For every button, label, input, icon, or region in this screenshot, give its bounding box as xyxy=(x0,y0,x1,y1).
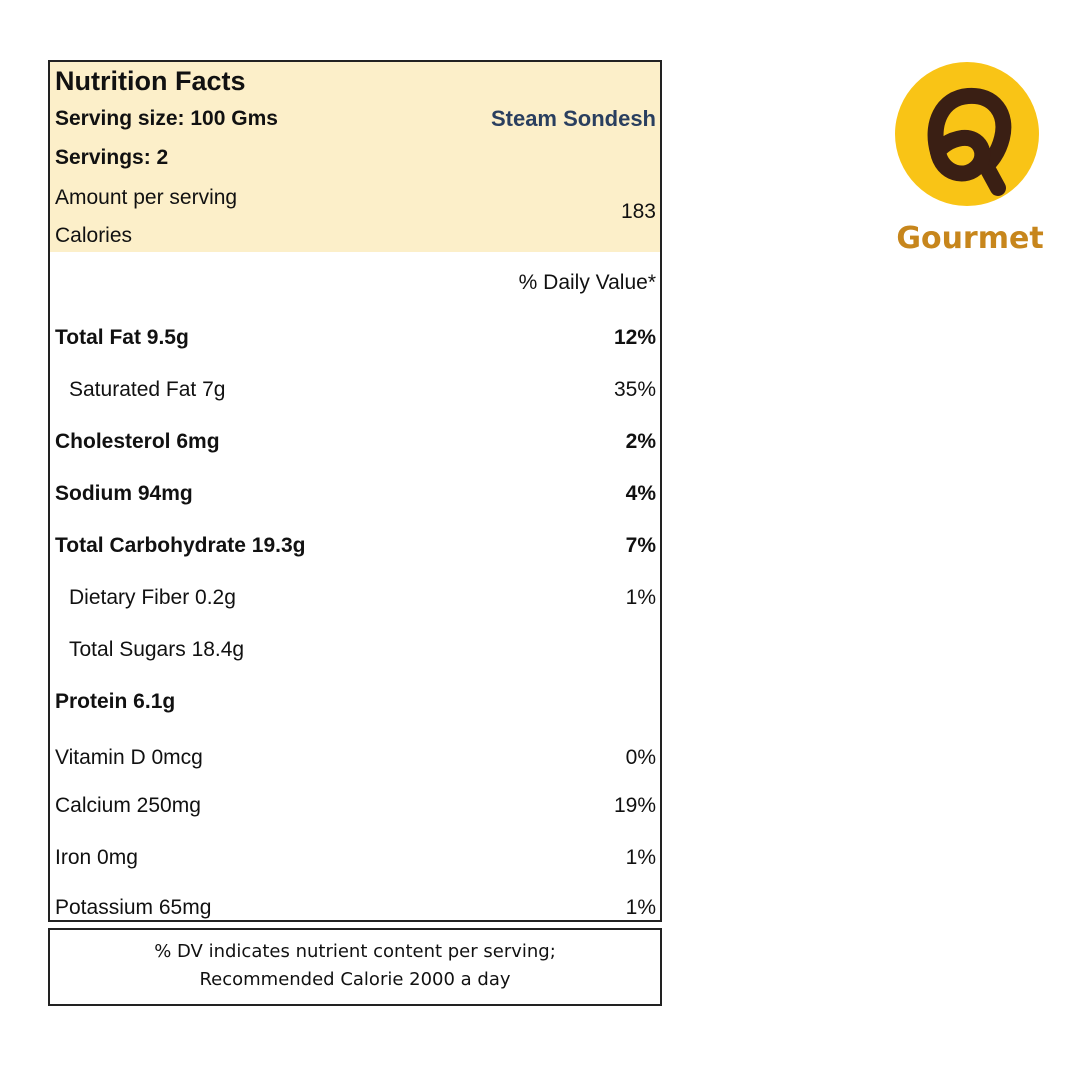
nutrient-row: Sodium 94mg 4% xyxy=(55,482,656,506)
nutrient-name: Total Fat 9.5g xyxy=(55,326,189,349)
logo-mark xyxy=(927,87,1012,196)
amount-per-serving-row: Amount per serving xyxy=(55,186,656,210)
footnote-line-1: % DV indicates nutrient content per serv… xyxy=(154,941,556,962)
nutrient-name: Protein 6.1g xyxy=(55,690,176,713)
nutrient-row: Total Carbohydrate 19.3g 7% xyxy=(55,534,656,558)
servings-row: Servings: 2 xyxy=(55,146,656,170)
calories-row: Calories xyxy=(55,224,656,248)
logo-wordmark: Gourmet xyxy=(896,221,1043,256)
nutrient-name: Saturated Fat 7g xyxy=(69,378,226,401)
title-row: Nutrition Facts xyxy=(55,66,656,97)
nutrient-dv: 7% xyxy=(625,534,656,557)
nutrient-name: Dietary Fiber 0.2g xyxy=(69,586,236,609)
nutrient-dv: 1% xyxy=(625,896,656,919)
nutrient-name: Potassium 65mg xyxy=(55,896,212,919)
nutrient-row: Iron 0mg 1% xyxy=(55,846,656,870)
servings: Servings: 2 xyxy=(55,146,169,169)
nutrient-row: Saturated Fat 7g 35% xyxy=(55,378,656,402)
nutrient-dv: 35% xyxy=(613,378,656,401)
nutrient-name: Calcium 250mg xyxy=(55,794,201,817)
serving-size: Serving size: 100 Gms xyxy=(55,107,278,130)
nutrient-row: Calcium 250mg 19% xyxy=(55,794,656,818)
nutrient-dv: 4% xyxy=(625,482,656,505)
nutrient-dv: 2% xyxy=(625,430,656,453)
nutrient-name: Vitamin D 0mcg xyxy=(55,746,203,769)
nutrient-dv: 1% xyxy=(625,846,656,869)
footnote-line-2: Recommended Calorie 2000 a day xyxy=(199,969,511,990)
nutrient-name: Iron 0mg xyxy=(55,846,138,869)
nutrient-dv: 1% xyxy=(625,586,656,609)
nutrient-row: Protein 6.1g xyxy=(55,690,656,714)
nutrition-facts-label: Nutrition Facts Serving size: 100 Gms St… xyxy=(48,60,662,922)
calories-label: Calories xyxy=(55,224,133,247)
nutrient-name: Sodium 94mg xyxy=(55,482,193,505)
daily-value-header-row: % Daily Value* xyxy=(55,271,656,295)
nutrient-row: Dietary Fiber 0.2g 1% xyxy=(55,586,656,610)
label-title: Nutrition Facts xyxy=(55,66,246,96)
gourmet-logo-graphic: Gourmet xyxy=(895,62,1044,256)
gourmet-logo: Gourmet xyxy=(890,62,1050,272)
nutrient-row: Total Sugars 18.4g xyxy=(55,638,656,662)
logo-mark-bowl xyxy=(930,129,991,182)
calories-value: 183 xyxy=(620,200,656,223)
nutrient-name: Cholesterol 6mg xyxy=(55,430,220,453)
nutrient-row: Total Fat 9.5g 12% xyxy=(55,326,656,350)
logo-mark-stroke xyxy=(927,87,1012,196)
nutrient-row: Cholesterol 6mg 2% xyxy=(55,430,656,454)
serving-size-row: Serving size: 100 Gms Steam Sondesh xyxy=(55,106,656,132)
calories-value-row: 183 xyxy=(55,200,656,224)
product-name: Steam Sondesh xyxy=(490,106,656,131)
nutrient-row: Vitamin D 0mcg 0% xyxy=(55,746,656,770)
header-band xyxy=(50,62,660,252)
nutrient-dv: 0% xyxy=(625,746,656,769)
nutrient-dv: 12% xyxy=(613,326,656,349)
amount-per-serving: Amount per serving xyxy=(55,186,238,209)
nutrient-dv: 19% xyxy=(613,794,656,817)
daily-value-header: % Daily Value* xyxy=(518,271,656,294)
footnote-box: % DV indicates nutrient content per serv… xyxy=(48,928,662,1006)
nutrient-name: Total Carbohydrate 19.3g xyxy=(55,534,306,557)
nutrient-row: Potassium 65mg 1% xyxy=(55,896,656,920)
nutrient-name: Total Sugars 18.4g xyxy=(69,638,245,661)
